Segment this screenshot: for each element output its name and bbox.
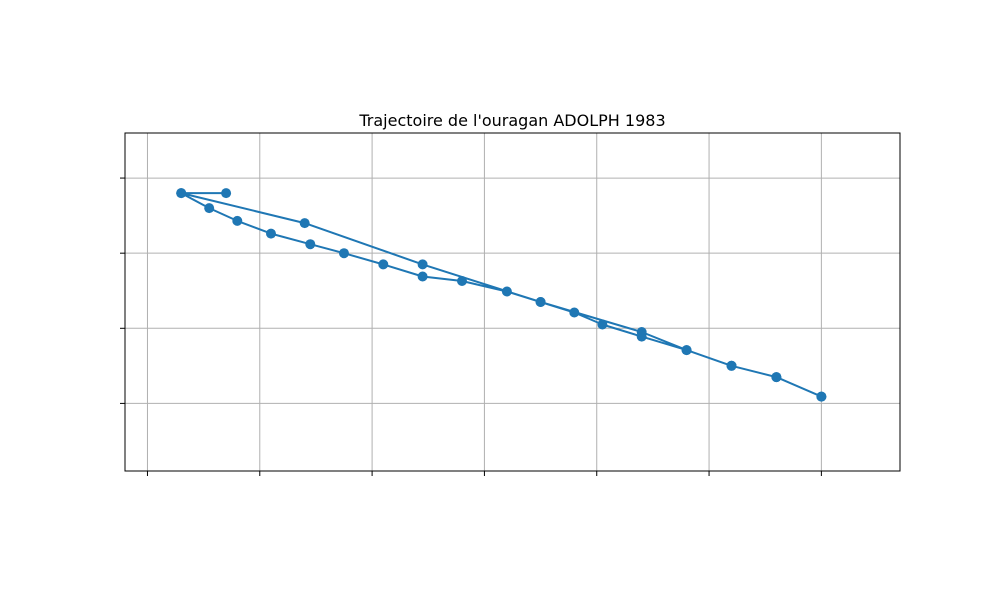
track-point [204, 203, 215, 214]
track-point [266, 228, 276, 239]
track-point [681, 345, 692, 356]
track-point [569, 307, 580, 318]
track-point [726, 360, 737, 371]
track-point [535, 297, 546, 307]
track-point [232, 215, 243, 226]
chart-title: Trajectoire de l'ouragan ADOLPH 1983 [358, 111, 665, 130]
track-point [636, 327, 647, 337]
track-point [176, 188, 187, 199]
track-point [299, 218, 310, 229]
track-point [501, 286, 512, 297]
series-group [176, 188, 827, 402]
track-point [771, 372, 782, 383]
track-point [378, 259, 389, 270]
track-line [180, 192, 822, 398]
track-point [305, 239, 316, 250]
grid [120, 133, 900, 476]
track-point [457, 276, 467, 286]
plot-area-frame [124, 132, 901, 472]
track-point [816, 391, 827, 402]
track-point [417, 271, 428, 282]
track-point [339, 248, 349, 259]
track-point [597, 319, 608, 330]
track-point [417, 259, 428, 270]
track-point [221, 188, 232, 199]
